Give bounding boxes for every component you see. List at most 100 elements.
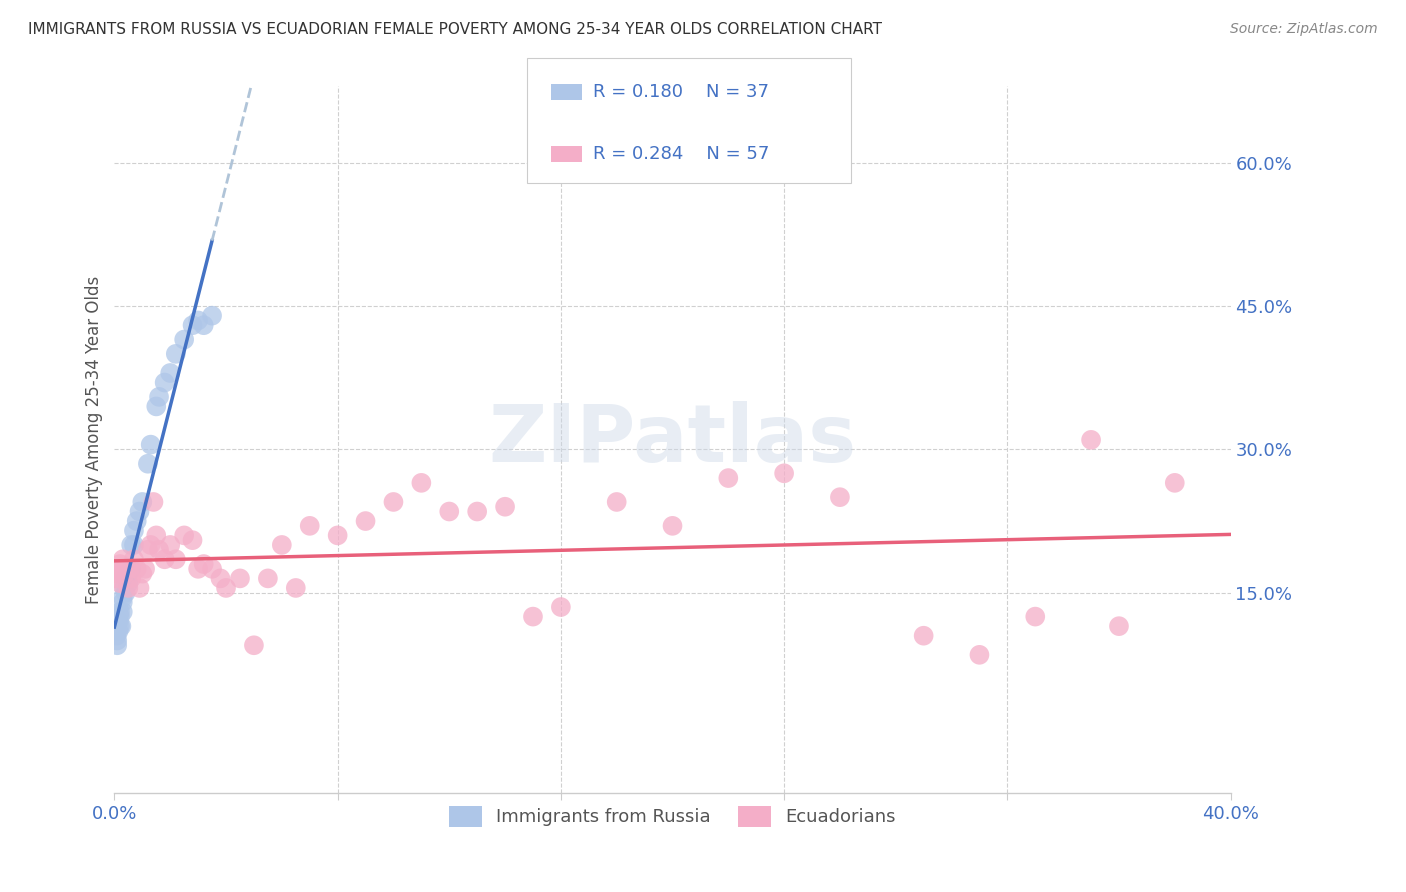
Point xyxy=(114,566,136,581)
Text: Source: ZipAtlas.com: Source: ZipAtlas.com xyxy=(1230,22,1378,37)
Point xyxy=(112,581,135,595)
Point xyxy=(117,562,139,576)
Point xyxy=(105,633,128,648)
Point xyxy=(969,648,991,662)
Point xyxy=(111,562,134,576)
Point xyxy=(243,638,266,652)
Point xyxy=(104,571,127,585)
Point xyxy=(122,524,145,538)
Point xyxy=(181,318,204,333)
Point xyxy=(209,571,232,585)
Point xyxy=(773,467,796,481)
Point xyxy=(131,566,153,581)
Point xyxy=(120,562,142,576)
Point xyxy=(153,376,176,390)
Point xyxy=(159,538,181,552)
Point xyxy=(193,318,215,333)
Point xyxy=(105,566,128,581)
Point xyxy=(136,457,159,471)
Point xyxy=(165,347,187,361)
Point xyxy=(298,519,321,533)
Point xyxy=(111,552,134,566)
Point xyxy=(439,504,461,518)
Point xyxy=(606,495,628,509)
Point xyxy=(326,528,349,542)
Point xyxy=(131,495,153,509)
Point xyxy=(270,538,292,552)
Point xyxy=(114,571,136,585)
Point xyxy=(522,609,544,624)
Text: IMMIGRANTS FROM RUSSIA VS ECUADORIAN FEMALE POVERTY AMONG 25-34 YEAR OLDS CORREL: IMMIGRANTS FROM RUSSIA VS ECUADORIAN FEM… xyxy=(28,22,882,37)
Point xyxy=(661,519,683,533)
Point xyxy=(108,557,131,571)
Point xyxy=(193,557,215,571)
Point xyxy=(139,538,162,552)
Point xyxy=(912,629,935,643)
Point xyxy=(111,605,134,619)
Point xyxy=(465,504,488,518)
Point xyxy=(128,581,150,595)
Point xyxy=(148,542,170,557)
Y-axis label: Female Poverty Among 25-34 Year Olds: Female Poverty Among 25-34 Year Olds xyxy=(86,276,103,604)
Point xyxy=(494,500,516,514)
Point xyxy=(187,313,209,327)
Point xyxy=(105,629,128,643)
Point xyxy=(125,514,148,528)
Point xyxy=(111,595,134,609)
Point xyxy=(111,591,134,605)
Point xyxy=(136,542,159,557)
Point xyxy=(173,333,195,347)
Point xyxy=(107,615,129,629)
Point xyxy=(257,571,280,585)
Point xyxy=(159,366,181,380)
Point xyxy=(105,638,128,652)
Point xyxy=(108,619,131,633)
Point xyxy=(108,609,131,624)
Point xyxy=(148,390,170,404)
Point xyxy=(139,437,162,451)
Point xyxy=(411,475,433,490)
Point xyxy=(173,528,195,542)
Point xyxy=(1164,475,1187,490)
Point xyxy=(145,400,167,414)
Point xyxy=(117,576,139,591)
Point xyxy=(110,619,132,633)
Point xyxy=(1080,433,1102,447)
Point xyxy=(284,581,307,595)
Point xyxy=(122,552,145,566)
Point xyxy=(142,495,165,509)
Point xyxy=(122,538,145,552)
Point xyxy=(125,562,148,576)
Text: R = 0.284    N = 57: R = 0.284 N = 57 xyxy=(593,145,769,163)
Point xyxy=(717,471,740,485)
Point xyxy=(1108,619,1130,633)
Point xyxy=(117,581,139,595)
Point xyxy=(165,552,187,566)
Point xyxy=(134,562,156,576)
Point xyxy=(107,624,129,638)
Point xyxy=(120,538,142,552)
Text: R = 0.180    N = 37: R = 0.180 N = 37 xyxy=(593,83,769,101)
Point xyxy=(128,504,150,518)
Point xyxy=(181,533,204,548)
Point xyxy=(120,571,142,585)
Point xyxy=(153,552,176,566)
Point xyxy=(382,495,405,509)
Point xyxy=(354,514,377,528)
Point xyxy=(215,581,238,595)
Point xyxy=(108,576,131,591)
Point xyxy=(1024,609,1046,624)
Point xyxy=(108,605,131,619)
Point xyxy=(117,566,139,581)
Text: ZIPatlas: ZIPatlas xyxy=(488,401,856,479)
Point xyxy=(145,528,167,542)
Point xyxy=(114,585,136,599)
Point xyxy=(828,490,851,504)
Point xyxy=(201,309,224,323)
Point xyxy=(104,619,127,633)
Point xyxy=(550,600,572,615)
Point xyxy=(201,562,224,576)
Point xyxy=(187,562,209,576)
Point xyxy=(107,562,129,576)
Point xyxy=(229,571,252,585)
